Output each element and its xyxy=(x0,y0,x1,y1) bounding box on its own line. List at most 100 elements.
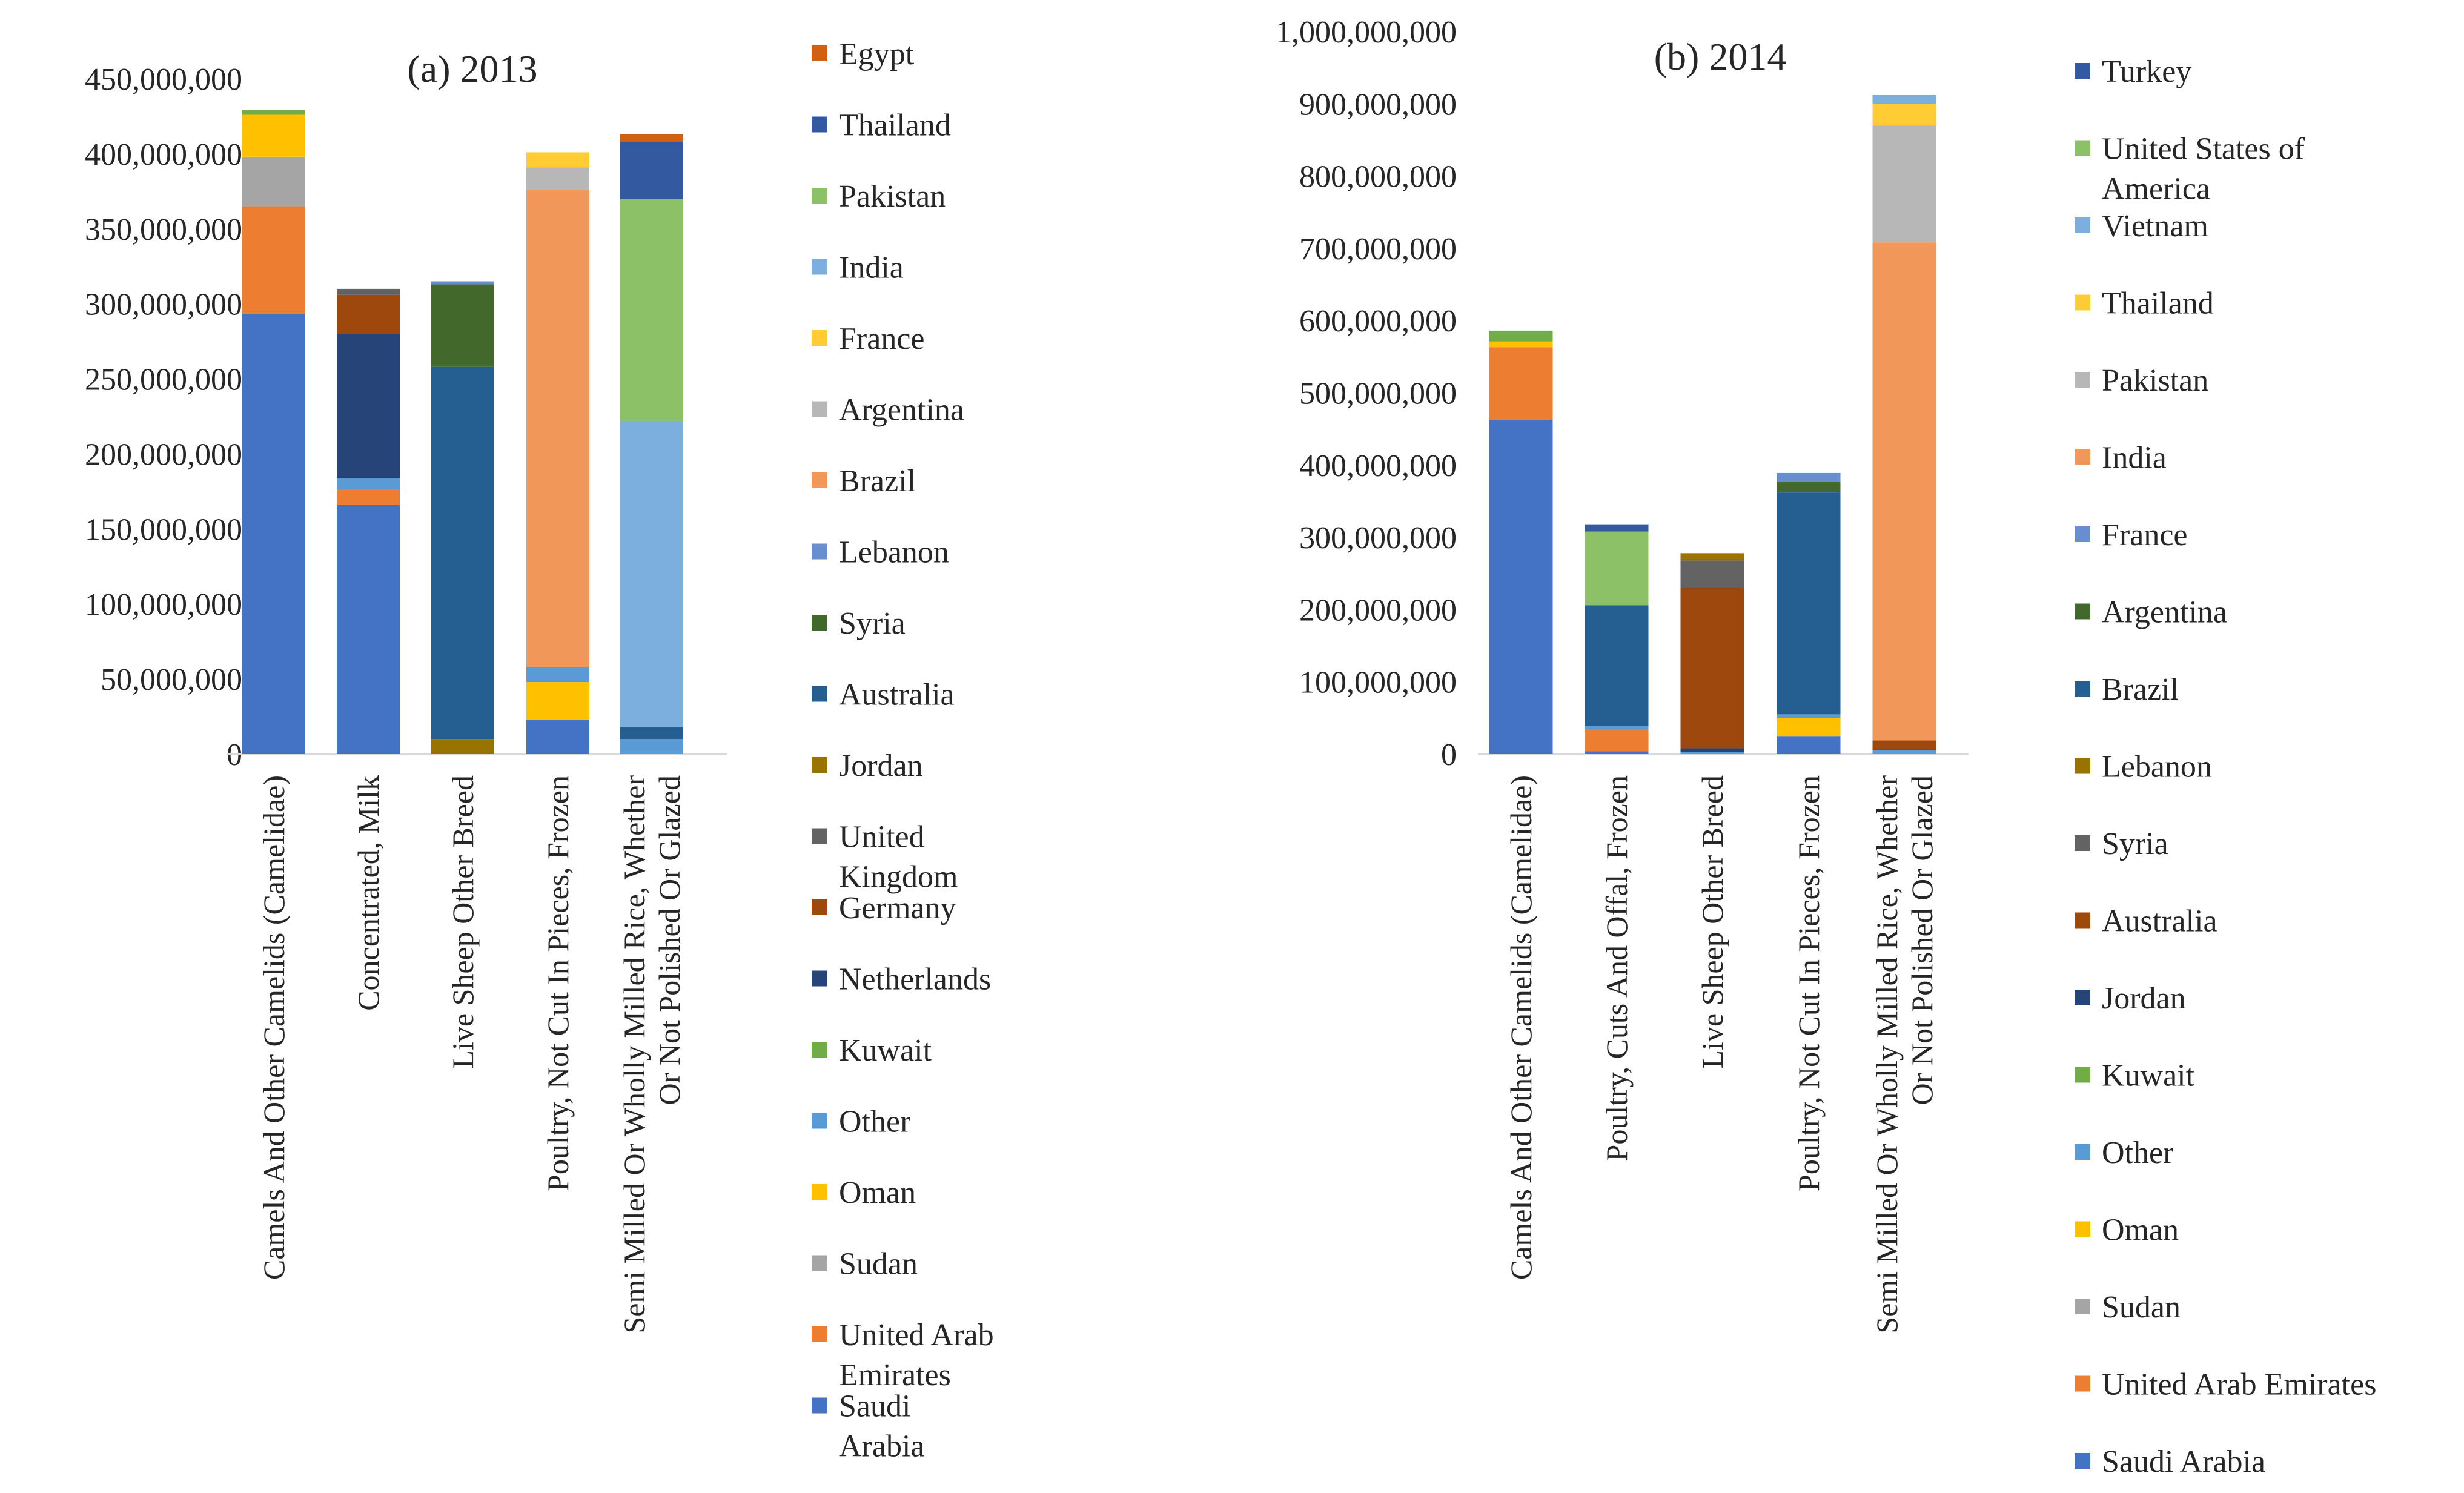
legend-item-india: India xyxy=(2075,441,2167,475)
legend-swatch xyxy=(2075,835,2090,851)
legend-item-pakistan: Pakistan xyxy=(812,179,946,214)
legend-swatch xyxy=(812,543,827,560)
legend-swatch xyxy=(2075,681,2090,697)
bar-segment-turkey xyxy=(1585,524,1649,532)
legend-label: America xyxy=(2102,172,2210,207)
legend-label: France xyxy=(839,322,924,356)
legend-label: United States of xyxy=(2102,132,2305,167)
legend-item-other: Other xyxy=(812,1105,910,1139)
y-tick-label: 900,000,000 xyxy=(1299,87,1457,122)
legend-item-india: India xyxy=(812,251,904,285)
legend-swatch xyxy=(2075,140,2090,156)
legend-label: Vietnam xyxy=(2102,209,2208,243)
y-tick-label: 250,000,000 xyxy=(85,363,242,397)
bar-segment-brazil xyxy=(1585,605,1649,726)
legend-item-argentina: Argentina xyxy=(812,393,964,428)
bar-segment-sudan xyxy=(242,156,305,207)
legend-swatch xyxy=(2075,603,2090,620)
legend-swatch xyxy=(812,1255,827,1271)
legend-swatch xyxy=(2075,449,2090,465)
legend-swatch xyxy=(2075,294,2090,311)
legend-item-saudi-arabia: Saudi Arabia xyxy=(2075,1445,2265,1479)
legend-swatch xyxy=(812,1042,827,1058)
y-tick-label: 150,000,000 xyxy=(85,512,242,547)
bar-segment-oman xyxy=(242,114,305,157)
bar-segment-united-arab-emirates xyxy=(337,489,400,505)
category-label-line: Live Sheep Other Breed xyxy=(1695,775,1729,1069)
legend-item-thailand: Thailand xyxy=(2075,286,2214,321)
bar-segment-australia xyxy=(431,366,494,740)
y-tick-label: 800,000,000 xyxy=(1299,160,1457,194)
legend-swatch xyxy=(2075,758,2090,774)
bar-segment-united-arab-emirates xyxy=(242,206,305,315)
legend-item-turkey: Turkey xyxy=(2075,55,2191,89)
legend-label: Sudan xyxy=(839,1247,918,1282)
category-label: Concentrated, Milk xyxy=(351,775,385,1011)
legend-swatch xyxy=(2075,990,2090,1005)
bar-segment-syria xyxy=(431,284,494,367)
bar-segment-argentina xyxy=(526,167,589,190)
bar-segment-australia xyxy=(1680,588,1744,749)
legend-label: Kingdom xyxy=(839,860,958,895)
y-tick-label: 400,000,000 xyxy=(1299,449,1457,483)
legend-item-united-states-of-america: United States of America xyxy=(2075,132,2305,207)
y-tick-label: 500,000,000 xyxy=(1299,377,1457,411)
bar-segment-india xyxy=(1872,242,1936,741)
bar-segment-oman xyxy=(526,682,589,720)
legend-swatch xyxy=(812,828,827,844)
y-tick-label: 100,000,000 xyxy=(85,588,242,622)
bar-segment-pakistan xyxy=(1872,125,1936,243)
legend-label: Australia xyxy=(839,678,955,712)
legend-label: Saudi Arabia xyxy=(2102,1445,2265,1479)
category-label-line: Concentrated, Milk xyxy=(351,775,385,1011)
legend-label: Egypt xyxy=(839,37,915,71)
legend-swatch xyxy=(2075,1375,2090,1392)
y-tick-label: 50,000,000 xyxy=(101,663,242,697)
category-label: Poultry, Not Cut In Pieces, Frozen xyxy=(1792,775,1826,1191)
legend-item-jordan: Jordan xyxy=(2075,981,2186,1016)
bar-segment-united-kingdom xyxy=(337,288,400,295)
legend-swatch xyxy=(2075,1067,2090,1083)
chart-title: (a) 2013 xyxy=(407,47,537,90)
bar-segment-kuwait xyxy=(242,110,305,115)
bar-segment-other xyxy=(1872,750,1936,754)
legend-label: Kuwait xyxy=(839,1033,932,1068)
legend-label: Argentina xyxy=(839,393,964,428)
legend-label: Brazil xyxy=(839,464,916,498)
y-tick-label: 350,000,000 xyxy=(85,213,242,247)
legend-label: Syria xyxy=(839,606,906,641)
legend-item-kuwait: Kuwait xyxy=(2075,1059,2195,1093)
legend-label: India xyxy=(2102,441,2167,475)
legend-label: Syria xyxy=(2102,827,2168,861)
legend-item-sudan: Sudan xyxy=(2075,1290,2181,1325)
bar-segment-united-arab-emirates xyxy=(1489,347,1553,420)
chart-a-2013: (a) 2013050,000,000100,000,000150,000,00… xyxy=(85,37,994,1464)
legend-label: Thailand xyxy=(2102,286,2214,321)
legend-label: Germany xyxy=(839,891,956,925)
y-tick-label: 300,000,000 xyxy=(1299,521,1457,555)
legend-swatch xyxy=(2075,1453,2090,1469)
bar-segment-saudi-arabia xyxy=(337,505,400,754)
bar-segment-lebanon xyxy=(1680,553,1744,561)
bar-segment-jordan xyxy=(1680,748,1744,752)
legend-item-oman: Oman xyxy=(812,1176,916,1210)
legend-swatch xyxy=(812,757,827,773)
legend-item-sudan: Sudan xyxy=(812,1247,918,1282)
category-label: Camels And Other Camelids (Camelidae) xyxy=(257,775,291,1280)
bar-segment-jordan xyxy=(431,739,494,754)
bar-segment-brazil xyxy=(526,190,589,667)
bar-segment-other xyxy=(337,478,400,490)
legend-swatch xyxy=(812,899,827,915)
bar-segment-other xyxy=(526,667,589,683)
legend-swatch xyxy=(812,1113,827,1129)
legend-label: Emirates xyxy=(839,1358,951,1392)
legend-swatch xyxy=(2075,1144,2090,1160)
legend-item-germany: Germany xyxy=(812,891,956,925)
legend-swatch xyxy=(812,259,827,275)
bar-segment-united-arab-emirates xyxy=(1585,729,1649,752)
y-tick-label: 200,000,000 xyxy=(85,437,242,472)
y-tick-label: 100,000,000 xyxy=(1299,666,1457,700)
legend-item-syria: Syria xyxy=(2075,827,2168,861)
legend-item-thailand: Thailand xyxy=(812,108,951,143)
